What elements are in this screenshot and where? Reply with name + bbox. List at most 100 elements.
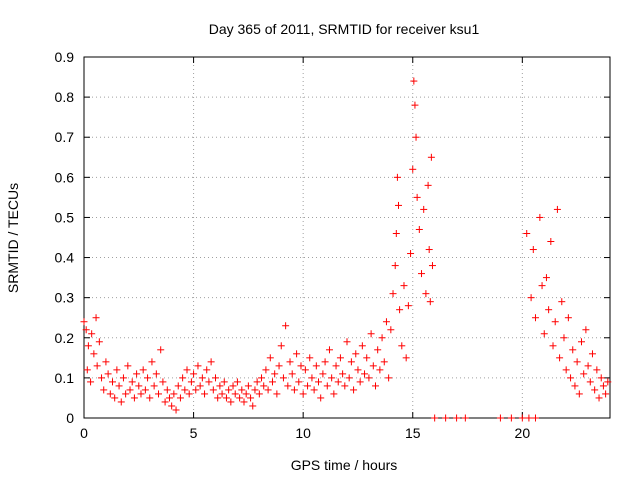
data-point <box>382 318 390 326</box>
data-point <box>415 225 423 233</box>
data-point <box>398 342 406 350</box>
data-point <box>361 370 369 378</box>
data-point <box>201 390 209 398</box>
data-point <box>538 282 546 290</box>
data-point <box>584 362 592 370</box>
data-point <box>157 346 165 354</box>
data-point <box>144 374 152 382</box>
data-point <box>168 402 176 410</box>
data-point <box>82 326 90 334</box>
data-point <box>545 306 553 314</box>
data-point <box>315 378 323 386</box>
data-point <box>161 398 169 406</box>
data-point <box>569 346 577 354</box>
data-point <box>231 390 239 398</box>
data-point <box>299 390 307 398</box>
data-point <box>599 382 607 390</box>
data-point <box>301 366 309 374</box>
data-point <box>312 362 320 370</box>
data-point <box>266 354 274 362</box>
data-point <box>562 366 570 374</box>
data-point <box>172 406 180 414</box>
data-point <box>297 362 305 370</box>
data-point <box>196 382 204 390</box>
data-point <box>529 246 537 254</box>
data-point <box>350 386 358 394</box>
y-tick-label: 0.7 <box>55 129 75 145</box>
data-point <box>275 362 283 370</box>
x-tick-label: 0 <box>80 425 88 441</box>
data-point <box>286 358 294 366</box>
data-point <box>295 378 303 386</box>
data-point <box>290 386 298 394</box>
data-point <box>549 342 557 350</box>
data-point <box>347 358 355 366</box>
data-point <box>378 334 386 342</box>
axis-ticks: 0 5 10 15 20 0 0.1 0.2 0.3 0.4 0.5 0.6 0.7 0.8 0.9 <box>55 49 610 441</box>
data-point <box>113 366 121 374</box>
data-point <box>106 390 114 398</box>
data-point <box>264 386 272 394</box>
data-point <box>126 386 134 394</box>
data-point <box>170 390 178 398</box>
data-point <box>317 394 325 402</box>
data-point <box>578 338 586 346</box>
data-point <box>560 334 568 342</box>
data-point <box>240 398 248 406</box>
data-point <box>247 394 255 402</box>
data-point <box>330 390 338 398</box>
data-point <box>100 386 108 394</box>
data-point <box>409 165 417 173</box>
data-point <box>214 394 222 402</box>
y-tick-label: 0.9 <box>55 49 75 65</box>
data-point <box>260 382 268 390</box>
data-point <box>84 342 92 350</box>
data-point <box>284 382 292 390</box>
data-point <box>130 394 138 402</box>
data-point <box>523 229 531 237</box>
data-point <box>395 201 403 209</box>
data-point <box>391 262 399 270</box>
data-point <box>236 394 244 402</box>
x-tick-label: 20 <box>515 425 531 441</box>
data-point <box>83 366 91 374</box>
data-point <box>227 398 235 406</box>
data-point <box>187 378 195 386</box>
data-point <box>268 378 276 386</box>
data-point <box>220 378 228 386</box>
data-point <box>461 414 469 422</box>
data-point <box>575 390 583 398</box>
data-point <box>363 354 371 362</box>
data-point <box>293 350 301 358</box>
data-point <box>319 370 327 378</box>
data-point <box>308 374 316 382</box>
data-point <box>393 173 401 181</box>
data-point <box>102 358 110 366</box>
data-point <box>431 414 439 422</box>
data-point <box>571 382 579 390</box>
x-tick-label: 15 <box>405 425 421 441</box>
data-point <box>413 193 421 201</box>
data-point <box>80 318 88 326</box>
data-point <box>174 382 182 390</box>
y-tick-label: 0.5 <box>55 209 75 225</box>
grid <box>84 57 610 418</box>
data-point <box>205 378 213 386</box>
data-point <box>410 77 418 85</box>
data-point <box>108 378 116 386</box>
data-point <box>119 374 127 382</box>
data-point <box>531 314 539 322</box>
data-point <box>407 250 415 258</box>
data-point <box>588 350 596 358</box>
data-point <box>496 414 504 422</box>
data-point <box>334 378 342 386</box>
data-point <box>341 382 349 390</box>
data-point <box>141 386 149 394</box>
data-point <box>426 298 434 306</box>
data-point <box>192 386 200 394</box>
data-point <box>564 314 572 322</box>
data-point <box>139 366 147 374</box>
data-point <box>536 213 544 221</box>
data-point <box>396 306 404 314</box>
